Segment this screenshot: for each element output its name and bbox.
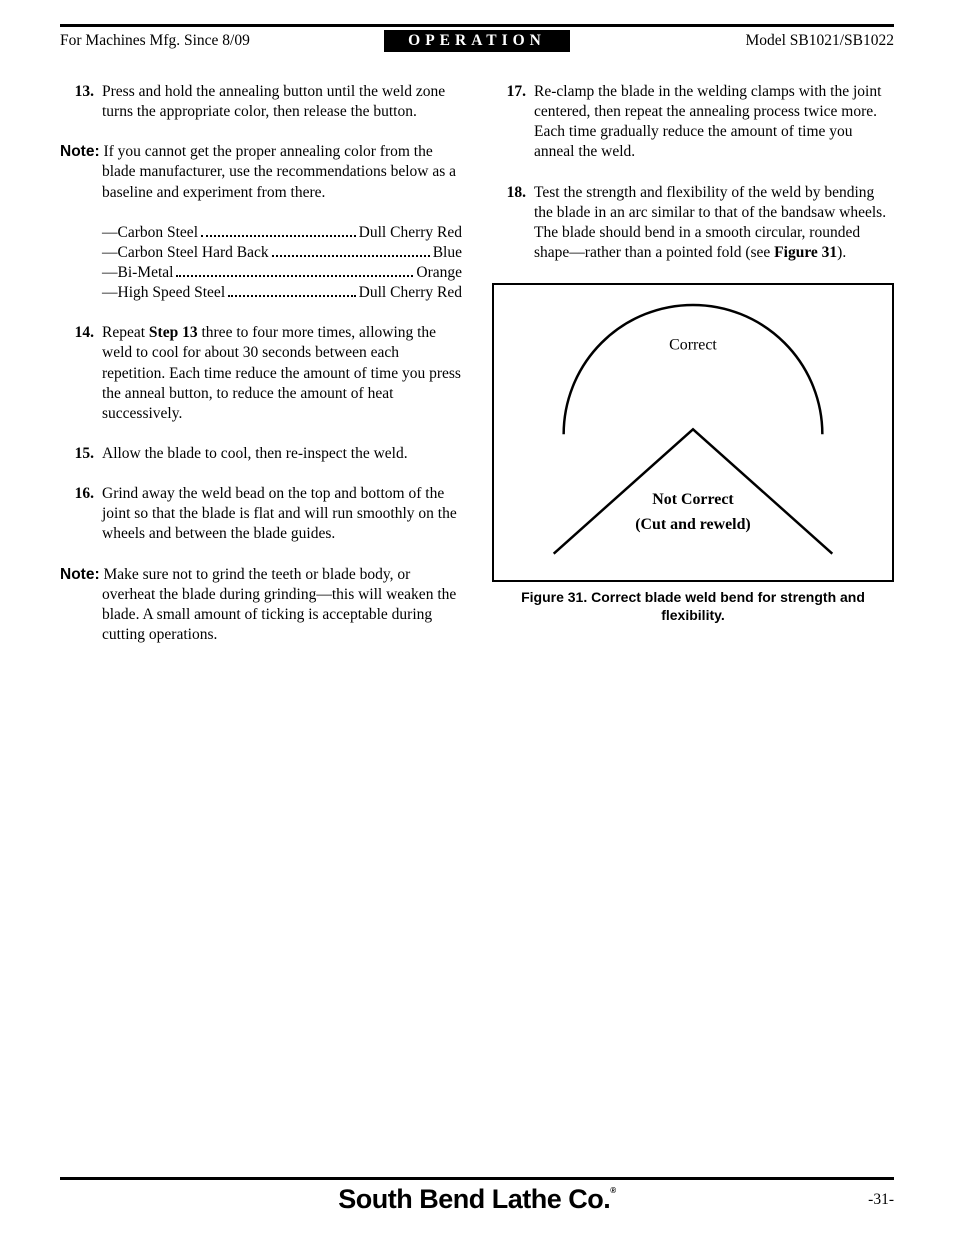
text-pre: Repeat xyxy=(102,324,149,341)
header-left: For Machines Mfg. Since 8/09 xyxy=(60,32,384,50)
note-grinding: Note: Make sure not to grind the teeth o… xyxy=(60,565,462,646)
step-number: 15. xyxy=(60,444,102,464)
page: For Machines Mfg. Since 8/09 OPERATION M… xyxy=(0,0,954,1235)
step-number: 16. xyxy=(60,484,102,544)
color-row: —Carbon Steel Dull Cherry Red xyxy=(102,223,462,243)
content-columns: 13. Press and hold the annealing button … xyxy=(60,82,894,665)
color-row: —Bi-Metal Orange xyxy=(102,263,462,283)
right-column: 17. Re-clamp the blade in the welding cl… xyxy=(492,82,894,665)
step-17: 17. Re-clamp the blade in the welding cl… xyxy=(492,82,894,163)
incorrect-label-1: Not Correct xyxy=(652,491,734,508)
leader-dots xyxy=(176,275,413,277)
incorrect-label-2: (Cut and reweld) xyxy=(635,516,750,533)
anneal-color: Dull Cherry Red xyxy=(359,283,462,303)
step-13: 13. Press and hold the annealing button … xyxy=(60,82,462,122)
figure-31-diagram: Correct Not Correct (Cut and reweld) xyxy=(494,285,892,574)
correct-label: Correct xyxy=(669,337,717,354)
text-post: ). xyxy=(837,244,846,261)
step-18: 18. Test the strength and flexibility of… xyxy=(492,183,894,264)
anneal-color: Orange xyxy=(416,263,462,283)
registered-icon: ® xyxy=(610,1186,615,1195)
leader-dots xyxy=(228,295,356,297)
material-name: —High Speed Steel xyxy=(102,283,225,303)
correct-arc xyxy=(564,305,823,434)
text-bold: Step 13 xyxy=(149,324,198,341)
step-number: 17. xyxy=(492,82,534,163)
step-14: 14. Repeat Step 13 three to four more ti… xyxy=(60,323,462,424)
step-text: Allow the blade to cool, then re-inspect… xyxy=(102,444,462,464)
color-row: —High Speed Steel Dull Cherry Red xyxy=(102,283,462,303)
material-name: —Bi-Metal xyxy=(102,263,173,283)
page-header: For Machines Mfg. Since 8/09 OPERATION M… xyxy=(60,24,894,52)
header-section-title: OPERATION xyxy=(384,30,570,52)
figure-31-caption: Figure 31. Correct blade weld bend for s… xyxy=(492,588,894,624)
brand-text: South Bend Lathe Co. xyxy=(338,1184,610,1214)
step-number: 14. xyxy=(60,323,102,424)
step-text: Test the strength and flexibility of the… xyxy=(534,183,894,264)
anneal-color: Dull Cherry Red xyxy=(359,223,462,243)
step-15: 15. Allow the blade to cool, then re-ins… xyxy=(60,444,462,464)
step-text: Repeat Step 13 three to four more times,… xyxy=(102,323,462,424)
leader-dots xyxy=(201,235,356,237)
left-column: 13. Press and hold the annealing button … xyxy=(60,82,462,665)
anneal-color: Blue xyxy=(433,243,462,263)
step-16: 16. Grind away the weld bead on the top … xyxy=(60,484,462,544)
leader-dots xyxy=(272,255,430,257)
step-text: Re-clamp the blade in the welding clamps… xyxy=(534,82,894,163)
page-number: -31- xyxy=(868,1191,894,1209)
annealing-color-list: —Carbon Steel Dull Cherry Red —Carbon St… xyxy=(60,223,462,304)
footer-brand: South Bend Lathe Co.® xyxy=(338,1184,615,1215)
step-number: 13. xyxy=(60,82,102,122)
note-text: Make sure not to grind the teeth or blad… xyxy=(100,566,457,643)
text-bold: Figure 31 xyxy=(774,244,837,261)
step-number: 18. xyxy=(492,183,534,264)
page-footer: South Bend Lathe Co.® -31- xyxy=(60,1177,894,1215)
color-row: —Carbon Steel Hard Back Blue xyxy=(102,243,462,263)
note-label: Note: xyxy=(60,143,100,160)
step-text: Grind away the weld bead on the top and … xyxy=(102,484,462,544)
note-text: If you cannot get the proper annealing c… xyxy=(100,143,456,200)
figure-31-box: Correct Not Correct (Cut and reweld) xyxy=(492,283,894,582)
material-name: —Carbon Steel xyxy=(102,223,198,243)
note-annealing-color: Note: If you cannot get the proper annea… xyxy=(60,142,462,202)
note-label: Note: xyxy=(60,566,100,583)
header-model: Model SB1021/SB1022 xyxy=(570,32,894,50)
material-name: —Carbon Steel Hard Back xyxy=(102,243,269,263)
step-text: Press and hold the annealing button unti… xyxy=(102,82,462,122)
